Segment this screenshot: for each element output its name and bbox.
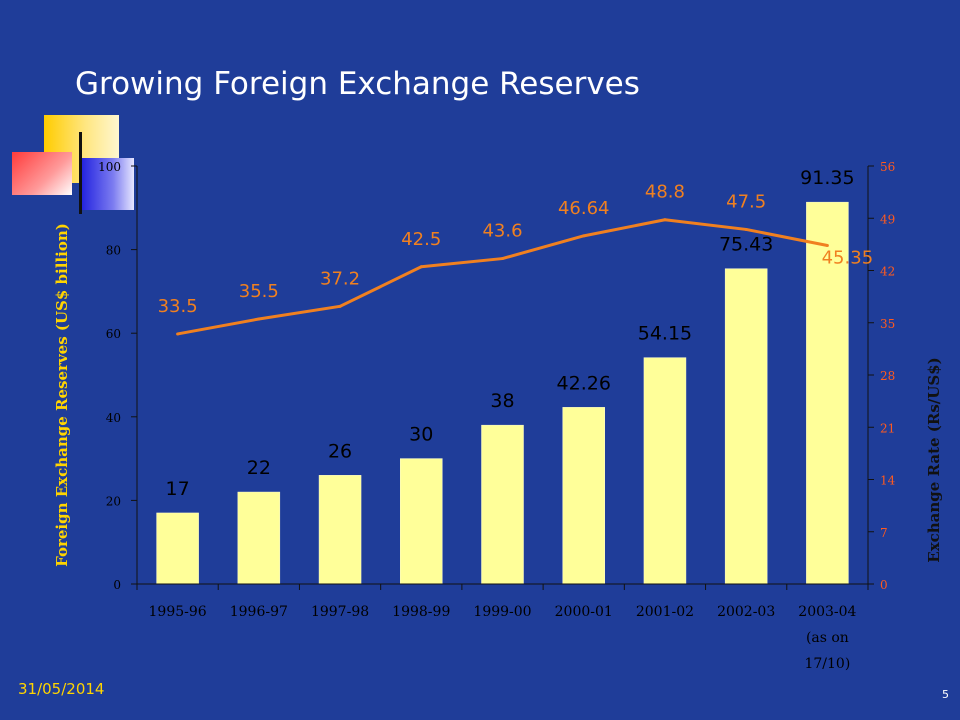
left-tick-label: 40 bbox=[106, 411, 121, 425]
right-tick-label: 49 bbox=[880, 212, 895, 226]
reserves-label: 54.15 bbox=[638, 323, 692, 345]
reserves-label: 42.26 bbox=[557, 372, 611, 394]
exchange-rate-label: 33.5 bbox=[158, 296, 198, 317]
exchange-rate-label: 46.64 bbox=[558, 198, 610, 219]
left-tick-label: 80 bbox=[106, 244, 121, 258]
exchange-rate-label: 45.35 bbox=[822, 247, 874, 268]
exchange-rate-point-2000-01 bbox=[582, 234, 586, 238]
bar-2003-04 bbox=[806, 201, 849, 585]
left-tick-label: 100 bbox=[98, 160, 121, 174]
bar-1999-00 bbox=[481, 424, 524, 585]
exchange-rate-label: 43.6 bbox=[482, 221, 522, 242]
right-tick-label: 21 bbox=[880, 421, 895, 435]
decorative-red-square bbox=[12, 152, 72, 195]
right-tick-label: 42 bbox=[880, 265, 895, 279]
right-tick-label: 0 bbox=[880, 578, 888, 592]
reserves-label: 38 bbox=[490, 390, 514, 412]
exchange-rate-point-2003-04 bbox=[825, 243, 829, 247]
x-tick-label-2003-04: 2003-04 bbox=[798, 604, 856, 620]
exchange-rate-label: 35.5 bbox=[239, 281, 279, 302]
x-tick-label-1999-00: 1999-00 bbox=[473, 604, 531, 620]
left-axis-title: Foreign Exchange Reserves (US$ billion) bbox=[53, 223, 71, 567]
slide-title: Growing Foreign Exchange Reserves bbox=[75, 66, 640, 102]
right-axis-title: Exchange Rate (Rs/US$) bbox=[925, 357, 943, 562]
exchange-rate-point-2001-02 bbox=[663, 218, 667, 222]
exchange-rate-point-1995-96 bbox=[176, 332, 180, 336]
x-tick-label-2002-03: 2002-03 bbox=[717, 604, 775, 620]
bar-2000-01 bbox=[562, 407, 605, 585]
reserves-label: 26 bbox=[328, 440, 352, 462]
right-tick-label: 14 bbox=[880, 474, 896, 488]
page-number: 5 bbox=[942, 688, 949, 701]
x-tick-label-2001-02: 2001-02 bbox=[636, 604, 694, 620]
exchange-rate-label: 37.2 bbox=[320, 268, 360, 289]
reserves-label: 17 bbox=[166, 478, 190, 500]
x-tick-label-1995-96: 1995-96 bbox=[149, 604, 207, 620]
x-tick-label-1996-97: 1996-97 bbox=[230, 604, 288, 620]
decorative-blue-square bbox=[82, 158, 134, 210]
bar-1998-99 bbox=[400, 458, 443, 585]
right-tick-label: 28 bbox=[880, 369, 895, 383]
right-tick-label: 35 bbox=[880, 317, 895, 331]
bar-1995-96 bbox=[156, 512, 199, 585]
reserves-label: 75.43 bbox=[719, 234, 773, 256]
right-tick-label: 56 bbox=[880, 160, 895, 174]
exchange-rate-point-1999-00 bbox=[501, 257, 504, 261]
left-tick-label: 20 bbox=[106, 494, 121, 508]
exchange-rate-point-1998-99 bbox=[419, 265, 423, 269]
exchange-rate-label: 42.5 bbox=[401, 229, 441, 250]
x-tick-label-1997-98: 1997-98 bbox=[311, 604, 369, 620]
reserves-label: 22 bbox=[247, 457, 271, 479]
exchange-rate-label: 48.8 bbox=[645, 182, 685, 203]
x-tick-note: 17/10) bbox=[804, 656, 850, 672]
bar-1997-98 bbox=[318, 475, 362, 585]
bar-2002-03 bbox=[724, 268, 768, 585]
left-tick-label: 60 bbox=[106, 327, 121, 341]
exchange-rate-point-2002-03 bbox=[744, 227, 748, 231]
reserves-label: 91.35 bbox=[800, 167, 854, 189]
exchange-rate-label: 47.5 bbox=[726, 191, 766, 212]
reserves-label: 30 bbox=[409, 424, 433, 446]
exchange-rate-point-1996-97 bbox=[257, 317, 261, 321]
bar-2001-02 bbox=[643, 357, 687, 585]
x-tick-label-1998-99: 1998-99 bbox=[392, 604, 450, 620]
right-tick-label: 7 bbox=[880, 526, 888, 540]
x-tick-note: (as on bbox=[806, 630, 849, 646]
exchange-rate-point-1997-98 bbox=[338, 304, 342, 308]
decorative-vertical-line bbox=[79, 132, 82, 214]
bar-1996-97 bbox=[237, 491, 281, 585]
x-tick-label-2000-01: 2000-01 bbox=[555, 604, 613, 620]
slide-date: 31/05/2014 bbox=[18, 680, 105, 698]
left-tick-label: 0 bbox=[113, 578, 121, 592]
